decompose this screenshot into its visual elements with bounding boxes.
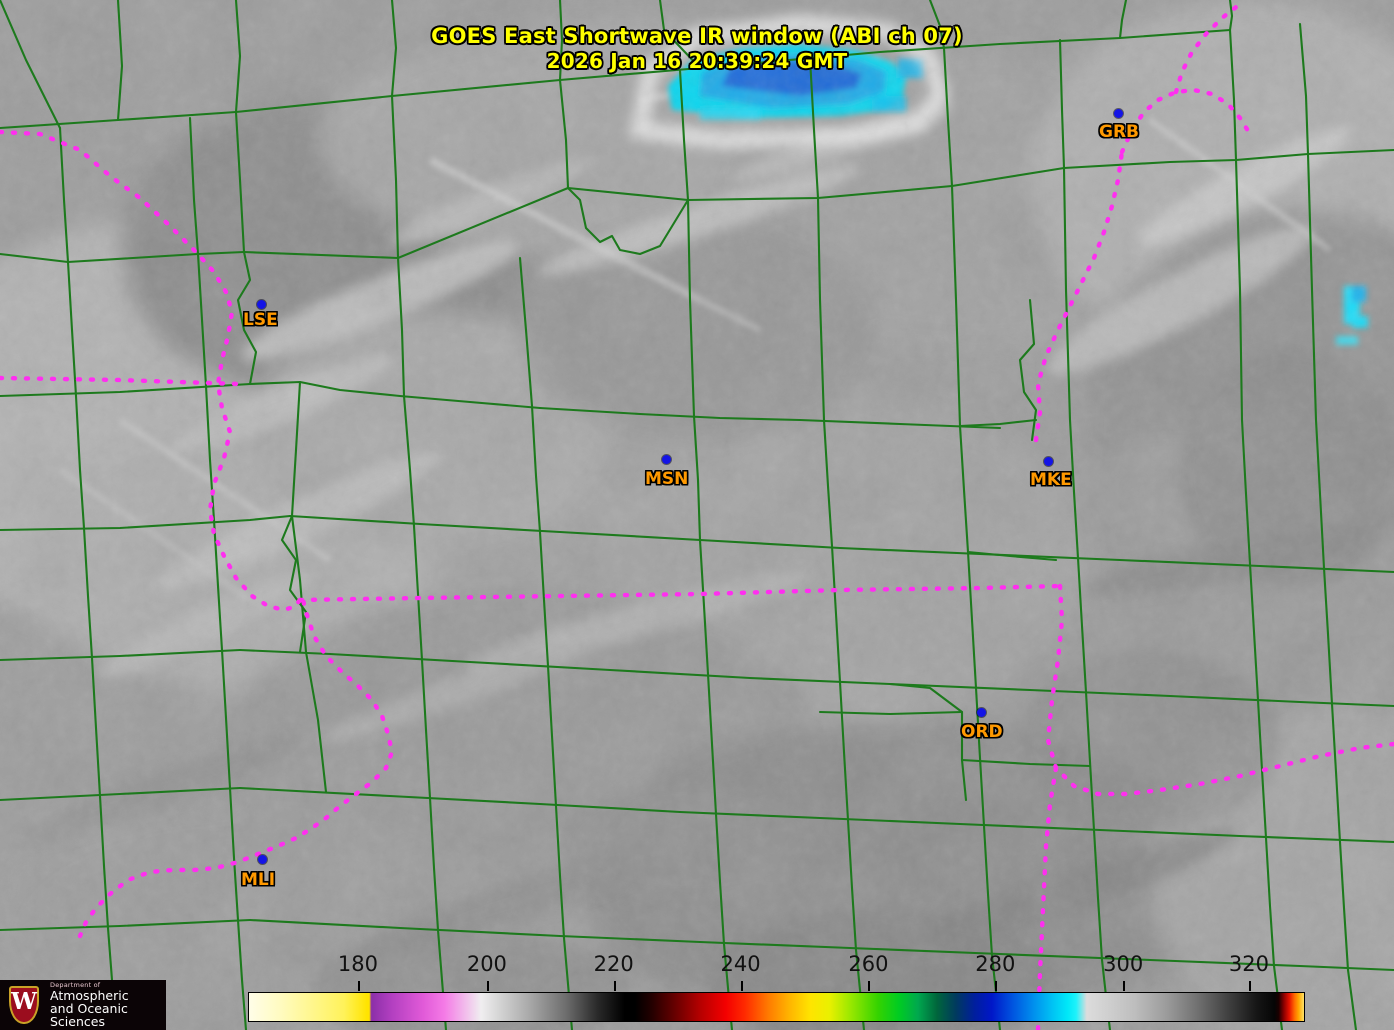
crest-letter: W [11, 988, 37, 1015]
logo-department: Department of [50, 980, 101, 989]
logo-line-1: Atmospheric [50, 987, 129, 1003]
colorbar-tick-label: 260 [848, 952, 889, 976]
colorbar-gradient [248, 992, 1305, 1022]
colorbar-tick-label: 320 [1228, 952, 1270, 976]
colorbar-tick [1248, 981, 1251, 991]
colorbar-tick-label: 300 [1103, 952, 1144, 976]
colorbar-tick [995, 981, 998, 991]
colorbar-tick [868, 981, 871, 991]
colorbar-tick-label: 280 [975, 952, 1016, 976]
uw-crest-icon: W [5, 983, 43, 1027]
colorbar-tick-label: 220 [593, 952, 634, 976]
colorbar: 180 200 220 240 260 280 300 320 [248, 952, 1305, 1022]
colorbar-tick [357, 981, 360, 991]
colorbar-tick [613, 981, 616, 991]
colorbar-tick-label: 200 [466, 952, 507, 976]
logo-line-2: and Oceanic Sciences [50, 1000, 128, 1029]
colorbar-tick [740, 981, 743, 991]
colorbar-tick-label: 240 [720, 952, 761, 976]
uw-aos-logo: W Department of Atmospheric and Oceanic … [0, 980, 166, 1030]
colorbar-tick [1123, 981, 1126, 991]
colorbar-tick-label: 180 [337, 952, 378, 976]
colorbar-tick [486, 981, 489, 991]
